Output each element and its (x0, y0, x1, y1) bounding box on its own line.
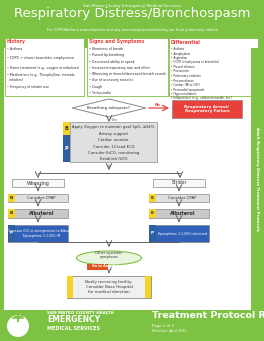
Text: E: E (151, 196, 154, 200)
Text: • Hyperventilation: • Hyperventilation (171, 92, 196, 96)
Bar (8, 194, 15, 202)
Text: Establish IV/IO: Establish IV/IO (100, 158, 127, 162)
Text: P: P (10, 232, 13, 236)
Text: • Pericardial tamponade: • Pericardial tamponade (171, 88, 204, 91)
Text: Differential: Differential (171, 40, 201, 44)
Text: Albuterol: Albuterol (29, 211, 54, 216)
Text: • Pleural effusion: • Pleural effusion (171, 65, 195, 69)
Text: • Shortness of breath: • Shortness of breath (89, 47, 123, 51)
Text: • Inhaled toxin (e.g., carbon monoxide, etc.): • Inhaled toxin (e.g., carbon monoxide, … (171, 97, 232, 101)
Bar (8, 225, 68, 242)
Text: Notify receiving facility.
Consider Base Hospital
for medical direction: Notify receiving facility. Consider Base… (86, 280, 133, 294)
Bar (67, 276, 151, 298)
Text: Wheezing: Wheezing (27, 180, 49, 186)
Text: • Pulmonary embolus: • Pulmonary embolus (171, 74, 201, 78)
Text: Page 1 of 2: Page 1 of 2 (152, 324, 174, 328)
Text: • COPD (emphysema or bronchitis): • COPD (emphysema or bronchitis) (171, 60, 219, 64)
Bar (67, 276, 73, 298)
Bar (149, 194, 209, 202)
Bar (63, 122, 70, 135)
Bar (0, 0, 264, 48)
Text: • COPD + chronic bronchitis, emphysema: • COPD + chronic bronchitis, emphysema (7, 57, 74, 60)
Text: Consider CPAP: Consider CPAP (168, 196, 197, 200)
Text: • Tachycardia: • Tachycardia (89, 91, 111, 95)
Text: For COPD/Asthma exacerbations and any bronchospasms/wheezing not from pulmonary : For COPD/Asthma exacerbations and any br… (47, 28, 217, 32)
Bar (145, 276, 151, 298)
Bar (149, 225, 156, 242)
Text: SAN MATEO COUNTY HEALTH: SAN MATEO COUNTY HEALTH (47, 311, 114, 315)
Text: Cardiac monitor: Cardiac monitor (98, 138, 129, 142)
Text: Respiratory Arrest/
Respiratory Failure: Respiratory Arrest/ Respiratory Failure (185, 105, 229, 113)
Bar (63, 135, 70, 162)
Bar (0, 310, 264, 341)
Text: B: B (10, 196, 13, 200)
Bar (87, 264, 108, 270)
Text: • Asthma: • Asthma (171, 47, 184, 51)
Bar (149, 209, 209, 218)
Text: • Aspiration: • Aspiration (171, 56, 187, 60)
Text: Other systemic
symptoms: Other systemic symptoms (95, 251, 122, 259)
Text: • Wheezing or rhonchi/decreased breath sounds: • Wheezing or rhonchi/decreased breath s… (89, 72, 166, 76)
Bar (153, 179, 205, 187)
Circle shape (7, 315, 29, 337)
Polygon shape (72, 99, 146, 117)
Text: Yes: Yes (111, 118, 117, 122)
Text: B: B (10, 211, 13, 216)
Ellipse shape (77, 251, 142, 265)
Text: B: B (65, 125, 68, 131)
Bar (70, 122, 157, 162)
Bar (8, 209, 68, 218)
Text: EMERGENCY: EMERGENCY (47, 315, 100, 325)
Bar (87, 38, 168, 96)
Text: E: E (151, 211, 154, 216)
Text: • Asthma: • Asthma (7, 47, 22, 51)
Text: • Use of accessory muscles: • Use of accessory muscles (89, 78, 133, 83)
Text: • Frequency of inhaler use: • Frequency of inhaler use (7, 85, 49, 89)
Text: Consider EtCO₂ monitoring: Consider EtCO₂ monitoring (88, 151, 139, 155)
Bar (12, 179, 64, 187)
Bar (251, 48, 264, 310)
Text: • Cardiac (MI or CHF): • Cardiac (MI or CHF) (171, 83, 200, 87)
Text: Effective: April 2022: Effective: April 2022 (152, 329, 186, 333)
Text: No: No (155, 103, 161, 107)
Text: Breathing adequate?: Breathing adequate? (87, 106, 131, 110)
Text: P: P (65, 146, 68, 151)
Text: Go to Anaphylaxis: Go to Anaphylaxis (92, 264, 126, 268)
Bar (149, 194, 156, 202)
Bar (149, 209, 156, 218)
Bar (8, 194, 68, 202)
Bar (8, 209, 15, 218)
Text: Airway support: Airway support (99, 132, 128, 135)
Text: • Pneumonia: • Pneumonia (171, 70, 189, 74)
Text: Consider 12-lead ECG: Consider 12-lead ECG (93, 145, 134, 148)
Text: Adult Respiratory Distress Treatment Protocols: Adult Respiratory Distress Treatment Pro… (255, 127, 259, 231)
Text: • Cough: • Cough (89, 85, 102, 89)
Bar (5, 38, 84, 96)
Text: • Increased respiratory rate and effort: • Increased respiratory rate and effort (89, 66, 150, 70)
Text: History: History (7, 40, 26, 44)
Text: Stridor: Stridor (171, 180, 187, 186)
Bar (172, 100, 242, 118)
Text: Apply Oxygen to maintain goal SpO₂ ≥94%: Apply Oxygen to maintain goal SpO₂ ≥94% (72, 125, 155, 129)
Text: Albuterol: Albuterol (170, 211, 195, 216)
Text: • Pursed lip breathing: • Pursed lip breathing (89, 53, 124, 57)
Text: Consider CPAP: Consider CPAP (27, 196, 56, 200)
Text: MEDICAL SERVICES: MEDICAL SERVICES (47, 326, 100, 330)
Text: • Anaphylaxis: • Anaphylaxis (171, 51, 190, 56)
Bar (169, 38, 258, 96)
Text: P: P (151, 232, 154, 236)
Bar (149, 225, 209, 242)
Bar (8, 225, 15, 242)
Text: Decrease (O2 or unresponsive to Albuterol)
Epinephrine 1:1,000 IM: Decrease (O2 or unresponsive to Albutero… (7, 229, 76, 238)
Bar (4, 48, 256, 310)
Text: Signs and Symptoms: Signs and Symptoms (89, 40, 144, 44)
Text: Respiratory Distress/Bronchospasm: Respiratory Distress/Bronchospasm (14, 8, 250, 20)
Text: • Medications (e.g., Theophylline, steroids,
  inhalers): • Medications (e.g., Theophylline, stero… (7, 73, 76, 82)
Text: San Mateo County Emergency Medical Services: San Mateo County Emergency Medical Servi… (83, 4, 181, 8)
Text: Epinephrine 1:1,000 nebulized: Epinephrine 1:1,000 nebulized (158, 232, 207, 236)
Text: • Decreased ability to speak: • Decreased ability to speak (89, 60, 135, 64)
Text: • Pneumothorax: • Pneumothorax (171, 78, 194, 83)
Text: Treatment Protocol R03: Treatment Protocol R03 (152, 311, 264, 321)
Text: • Home treatment (e.g., oxygen or nebulizer): • Home treatment (e.g., oxygen or nebuli… (7, 66, 79, 70)
